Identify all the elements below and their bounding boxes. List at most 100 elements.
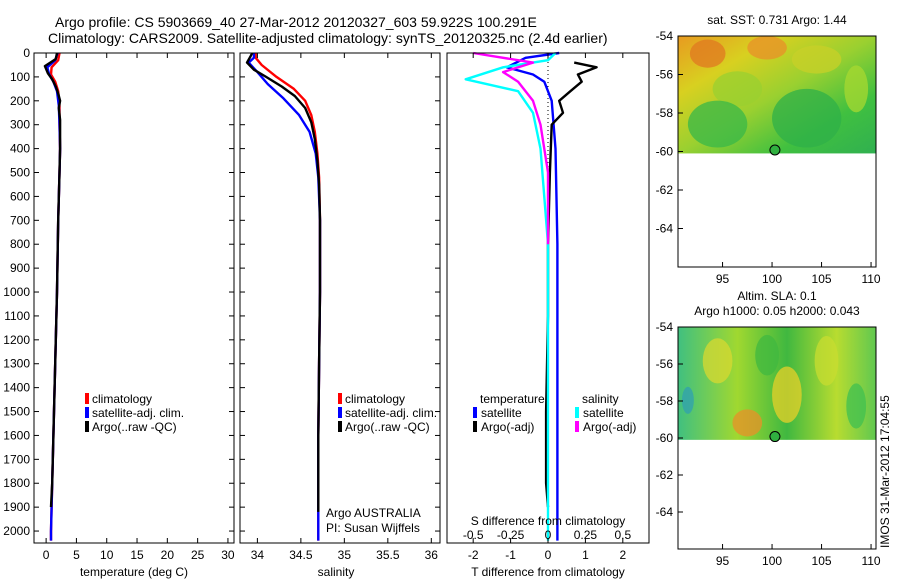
differences-xticks: -2 -1 0 1 2 xyxy=(468,53,626,562)
differences-salinity-xlabel: S difference from climatology xyxy=(471,514,626,528)
temperature-axes xyxy=(33,52,235,544)
differences-legend-s-satellite: satellite xyxy=(583,406,624,420)
differences-salinity-xtick-label: 0.5 xyxy=(614,528,631,542)
salinity-xtick-label: 35.5 xyxy=(376,548,400,562)
sst-map-yticks: -54 -56 -58 -60 -62 -64 xyxy=(656,29,683,236)
temperature-ytick-label: 2000 xyxy=(3,524,30,538)
sla-map-texture-2 xyxy=(755,334,779,376)
differences-legend-swatch-s-satellite xyxy=(575,407,579,418)
sst-map-xticks: 95 100 105 110 xyxy=(716,262,881,286)
salinity-xlabel: salinity xyxy=(318,565,355,579)
temperature-yticks: 0 100 200 300 400 500 600 700 800 900 1000 1100 1200… xyxy=(3,46,234,538)
sla-map-ytick-label: -56 xyxy=(656,357,674,371)
temperature-xtick-label: 5 xyxy=(73,548,80,562)
salinity-xtick-label: 35 xyxy=(338,548,352,562)
differences-xlabel: T difference from climatology xyxy=(471,565,625,579)
salinity-legend-satellite: satellite-adj. clim. xyxy=(345,406,437,420)
differences-panel: -2 -1 0 1 2 -0.5 -0.25 0 0.25 0.5 S difference f… xyxy=(446,51,650,579)
salinity-legend-climatology: climatology xyxy=(345,392,405,406)
temperature-ytick-label: 0 xyxy=(23,46,30,60)
temperature-ytick-label: 300 xyxy=(10,118,30,132)
temperature-ytick-label: 1800 xyxy=(3,476,30,490)
differences-series-1-line xyxy=(544,61,598,508)
differences-legend-t-satellite: satellite xyxy=(481,406,522,420)
temperature-legend-swatch-satellite xyxy=(85,407,89,418)
differences-legend-swatch-t-satellite xyxy=(473,407,477,418)
sla-map-texture-6 xyxy=(846,383,867,429)
salinity-xticks: 34 34.5 35 35.5 36 xyxy=(251,53,438,562)
figure-title-line2: Climatology: CARS2009. Satellite-adjuste… xyxy=(48,30,608,46)
differences-salinity-xtick-label: -0.5 xyxy=(463,528,484,542)
differences-xtick-label: -1 xyxy=(505,548,516,562)
sst-map-texture-0 xyxy=(689,39,726,68)
temperature-ytick-label: 1400 xyxy=(3,381,30,395)
sst-map-xtick-label: 95 xyxy=(716,272,730,286)
differences-salinity-xtick-label: 0.25 xyxy=(574,528,598,542)
sla-map-xtick-label: 100 xyxy=(762,554,782,568)
sst-map-texture-5 xyxy=(772,88,842,148)
imos-timestamp: IMOS 31-Mar-2012 17:04:55 xyxy=(878,395,892,548)
differences-xtick-label: 2 xyxy=(619,548,626,562)
differences-legend: temperature salinity satellite Argo(-adj… xyxy=(473,392,636,434)
salinity-xtick-label: 34 xyxy=(251,548,265,562)
salinity-series-2-line xyxy=(245,52,322,512)
salinity-series xyxy=(245,52,322,541)
sst-map-title: sat. SST: 0.731 Argo: 1.44 xyxy=(707,13,847,27)
temperature-panel: 0 5 10 15 20 25 30 0 100 200 300 400 500 600 700 800 90… xyxy=(3,46,235,579)
sla-map-xtick-label: 110 xyxy=(861,554,880,568)
salinity-panel: 34 34.5 35 35.5 36 salinity climatology sate… xyxy=(239,52,441,579)
sla-map-texture-5 xyxy=(732,409,763,437)
differences-legend-title-salinity: salinity xyxy=(582,392,619,406)
differences-xtick-label: 0 xyxy=(545,548,552,562)
sla-map-xtick-label: 105 xyxy=(812,554,832,568)
sst-map-texture-2 xyxy=(791,45,842,74)
temperature-xlabel: temperature (deg C) xyxy=(80,565,188,579)
temperature-ytick-label: 1200 xyxy=(3,333,30,347)
temperature-xtick-label: 30 xyxy=(221,548,235,562)
sst-map-ytick-label: -64 xyxy=(656,222,674,236)
sst-map-xtick-label: 105 xyxy=(812,272,832,286)
temperature-series xyxy=(43,52,62,541)
differences-legend-t-argo: Argo(-adj) xyxy=(481,420,534,434)
temperature-ytick-label: 800 xyxy=(10,237,30,251)
sst-map-texture-3 xyxy=(712,71,763,107)
salinity-legend-swatch-argo xyxy=(338,421,342,432)
temperature-legend: climatology satellite-adj. clim. Argo(..… xyxy=(85,392,184,434)
temperature-ytick-label: 1500 xyxy=(3,405,30,419)
salinity-series-0-line xyxy=(254,53,322,541)
salinity-annotation-line2: PI: Susan Wijffels xyxy=(326,521,420,535)
sst-map-ytick-label: -62 xyxy=(656,183,674,197)
temperature-legend-swatch-climatology xyxy=(85,393,89,404)
sla-map-ytick-label: -60 xyxy=(656,431,674,445)
sst-map-xtick-label: 110 xyxy=(861,272,880,286)
sla-map-ytick-label: -58 xyxy=(656,394,674,408)
temperature-legend-climatology: climatology xyxy=(92,392,152,406)
temperature-xtick-label: 20 xyxy=(161,548,175,562)
differences-legend-swatch-s-argo xyxy=(575,421,579,432)
temperature-ytick-label: 1100 xyxy=(4,309,30,323)
temperature-ytick-label: 700 xyxy=(10,213,30,227)
salinity-legend-swatch-satellite xyxy=(338,407,342,418)
sla-map-title: Altim. SLA: 0.1 xyxy=(737,289,817,303)
differences-salinity-xtick-label: -0.25 xyxy=(497,528,525,542)
differences-xtick-label: -2 xyxy=(468,548,479,562)
differences-series xyxy=(464,51,598,541)
differences-salinity-xticks: -0.5 -0.25 0 0.25 0.5 xyxy=(463,528,632,542)
temperature-ytick-label: 400 xyxy=(10,142,30,156)
sla-map-xtick-label: 95 xyxy=(716,554,730,568)
temperature-ytick-label: 1700 xyxy=(3,452,30,466)
temperature-legend-swatch-argo xyxy=(85,421,89,432)
sla-map-field xyxy=(678,327,876,443)
sla-map-xticks: 95 100 105 110 xyxy=(716,544,881,568)
differences-legend-swatch-t-argo xyxy=(473,421,477,432)
differences-series-3-line xyxy=(473,51,550,245)
sst-map-texture-4 xyxy=(687,100,748,148)
salinity-series-1-line xyxy=(247,53,322,541)
sla-map-title-line2: Argo h1000: 0.05 h2000: 0.043 xyxy=(694,304,860,318)
temperature-ytick-label: 200 xyxy=(10,94,30,108)
temperature-ytick-label: 500 xyxy=(10,166,30,180)
sla-map-texture-0 xyxy=(681,386,694,414)
temperature-xtick-label: 10 xyxy=(100,548,114,562)
sst-map-ytick-label: -54 xyxy=(656,29,674,43)
temperature-ytick-label: 1000 xyxy=(3,285,30,299)
